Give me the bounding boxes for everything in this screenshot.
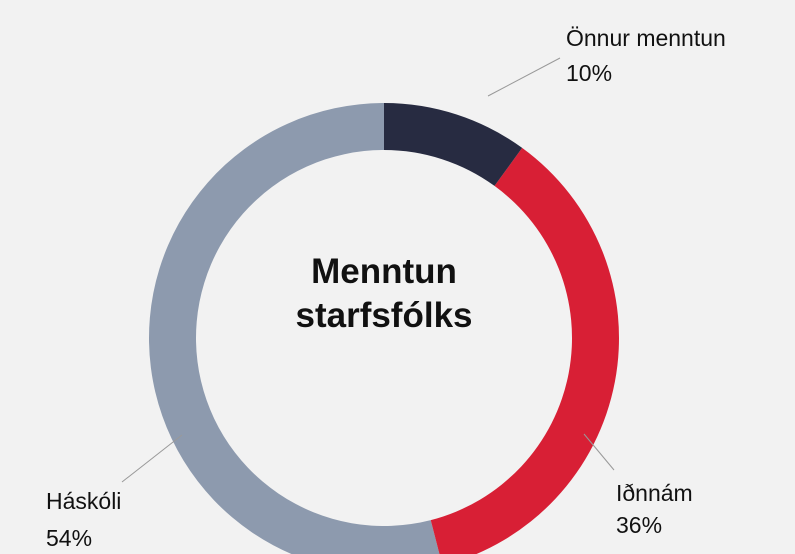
leader-line <box>121 434 183 483</box>
value-label: 36% <box>616 512 662 538</box>
chart-title: Menntun starfsfólks <box>295 252 473 335</box>
slice-label: Háskóli <box>46 488 121 514</box>
slice-label: Önnur menntun <box>566 25 726 51</box>
donut-slice <box>384 103 523 186</box>
donut-slice <box>149 103 440 554</box>
slice-label: Iðnnám <box>616 480 693 506</box>
donut-slice <box>430 147 619 554</box>
leader-line <box>583 433 615 471</box>
leader-line <box>487 57 561 97</box>
value-label: 54% <box>46 525 92 551</box>
value-label: 10% <box>566 60 612 86</box>
